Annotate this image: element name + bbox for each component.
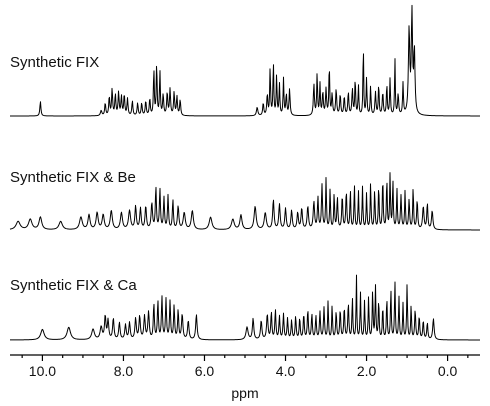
spectra-traces	[9, 4, 480, 341]
x-axis-ticks: 10.0 8.0 6.0 4.0 2.0 0.0	[21, 355, 469, 379]
spectrum-trace	[9, 172, 480, 231]
series-label: Synthetic FIX & Be	[10, 169, 136, 186]
x-tick-label: 6.0	[195, 363, 215, 379]
x-tick-label: 4.0	[276, 363, 296, 379]
x-tick-label: 8.0	[114, 363, 134, 379]
x-tick-label: 2.0	[357, 363, 377, 379]
series-labels: Synthetic FIX Synthetic FIX & Be Synthetic…	[10, 54, 137, 294]
x-axis-title: ppm	[231, 385, 258, 401]
spectrum-trace	[10, 4, 480, 117]
series-label: Synthetic FIX	[10, 54, 99, 71]
x-tick-label: 0.0	[438, 363, 458, 379]
spectrum-trace	[10, 274, 480, 341]
series-label: Synthetic FIX & Ca	[10, 277, 137, 294]
x-tick-label: 10.0	[29, 363, 56, 379]
